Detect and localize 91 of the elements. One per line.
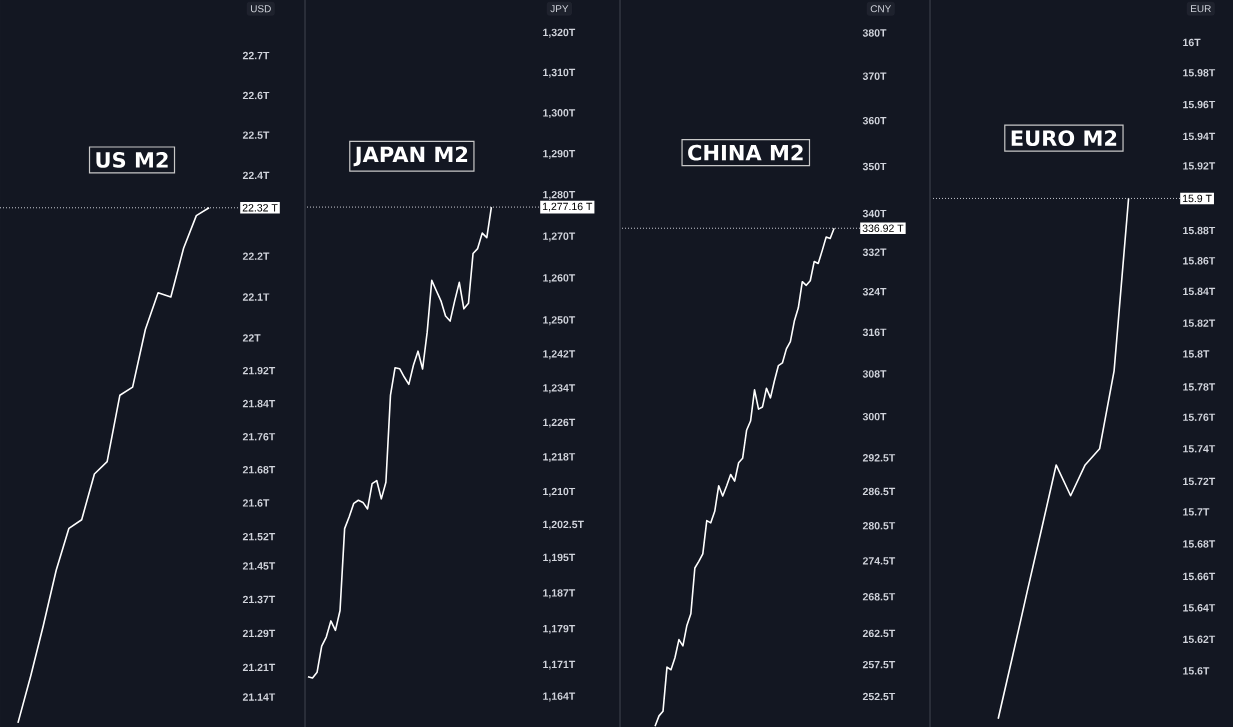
y-tick-label: 21.6T bbox=[242, 499, 270, 507]
y-tick-label: 1,310T bbox=[543, 68, 576, 78]
y-tick-label: 286.5T bbox=[862, 487, 896, 496]
y-tick-label: 340T bbox=[862, 209, 887, 218]
y-tick-label: 1,202.5T bbox=[543, 520, 584, 530]
y-tick-label: 15.66T bbox=[1183, 572, 1216, 581]
y-tick-label: 268.5T bbox=[862, 593, 896, 601]
text: CHINA M2 bbox=[688, 144, 803, 161]
y-tick-label: 15.64T bbox=[1183, 604, 1216, 612]
y-tick-label: 15.76T bbox=[1183, 413, 1216, 421]
y-tick-label: 22.5T bbox=[242, 131, 270, 139]
y-tick-label: 15.62T bbox=[1183, 635, 1216, 644]
y-tick-label: 15.7T bbox=[1183, 508, 1210, 516]
y-axis-title: EUR bbox=[1191, 5, 1211, 13]
y-tick-label: 15.92T bbox=[1183, 162, 1216, 170]
y-tick-label: 15.78T bbox=[1183, 383, 1216, 391]
y-tick-label: 360T bbox=[862, 116, 887, 125]
ref-line-label: 1,277.16 T bbox=[543, 202, 593, 212]
y-tick-label: 257.5T bbox=[862, 660, 896, 669]
text: JAPAN M2 bbox=[353, 146, 468, 167]
y-tick-label: 1,164T bbox=[543, 692, 576, 702]
y-tick-label: 21.84T bbox=[242, 399, 276, 408]
y-tick-label: 21.14T bbox=[242, 693, 276, 701]
y-tick-label: 274.5T bbox=[862, 557, 896, 565]
y-tick-label: 21.21T bbox=[242, 663, 276, 671]
ref-line-label: 336.92 T bbox=[862, 224, 904, 232]
y-tick-label: 15.72T bbox=[1183, 477, 1216, 486]
y-tick-label: 15.94T bbox=[1183, 132, 1216, 141]
y-tick-label: 1,226T bbox=[543, 418, 576, 428]
y-tick-label: 1,179T bbox=[543, 624, 576, 634]
y-tick-label: 1,290T bbox=[543, 149, 576, 159]
y-tick-label: 21.29T bbox=[242, 629, 276, 638]
y-tick-label: 332T bbox=[862, 248, 887, 256]
y-tick-label: 15.84T bbox=[1183, 287, 1216, 296]
y-tick-label: 308T bbox=[862, 370, 887, 378]
y-tick-label: 15.96T bbox=[1183, 100, 1216, 109]
y-tick-label: 370T bbox=[862, 72, 887, 80]
ref-line-label: 15.9 T bbox=[1183, 194, 1212, 203]
y-tick-label: 22.1T bbox=[242, 293, 270, 301]
y-tick-label: 21.37T bbox=[242, 595, 276, 604]
y-tick-label: 1,320T bbox=[543, 28, 576, 38]
text: US M2 bbox=[96, 151, 168, 168]
y-tick-label: 21.76T bbox=[242, 433, 276, 441]
y-tick-label: 16T bbox=[1183, 38, 1201, 47]
y-tick-label: 380T bbox=[862, 29, 887, 37]
y-tick-label: 1,300T bbox=[543, 109, 576, 119]
y-tick-label: 15.98T bbox=[1183, 69, 1216, 77]
y-tick-label: 15.68T bbox=[1183, 540, 1216, 548]
y-tick-label: 350T bbox=[862, 162, 887, 171]
y-tick-label: 1,234T bbox=[543, 384, 576, 394]
y-tick-label: 22.6T bbox=[242, 91, 270, 100]
y-tick-label: 21.45T bbox=[242, 562, 276, 570]
y-tick-label: 15.82T bbox=[1183, 319, 1216, 327]
y-tick-label: 1,171T bbox=[543, 660, 576, 670]
y-tick-label: 1,195T bbox=[543, 553, 576, 563]
y-tick-label: 21.92T bbox=[242, 366, 276, 375]
y-tick-label: 22.7T bbox=[242, 51, 270, 60]
y-tick-label: 1,187T bbox=[543, 589, 576, 599]
y-tick-label: 22.2T bbox=[242, 252, 270, 260]
y-tick-label: 316T bbox=[862, 328, 887, 337]
text: EURO M2 bbox=[1011, 130, 1117, 147]
y-tick-label: 300T bbox=[862, 412, 887, 421]
y-tick-label: 280.5T bbox=[862, 522, 896, 530]
y-tick-label: 15.86T bbox=[1183, 257, 1216, 265]
y-axis-title: JPY bbox=[550, 5, 569, 13]
y-tick-label: 1,280T bbox=[543, 190, 576, 200]
y-tick-label: 1,270T bbox=[543, 232, 576, 242]
y-axis-title: USD bbox=[250, 5, 271, 13]
y-tick-label: 15.6T bbox=[1183, 667, 1210, 675]
y-tick-label: 21.68T bbox=[242, 466, 276, 474]
y-axis-title: CNY bbox=[870, 5, 892, 13]
y-tick-label: 1,260T bbox=[543, 274, 576, 284]
line-series bbox=[307, 206, 493, 679]
y-tick-label: 15.8T bbox=[1183, 350, 1210, 358]
y-tick-label: 21.52T bbox=[242, 532, 276, 541]
y-tick-label: 15.74T bbox=[1183, 445, 1216, 453]
y-tick-label: 324T bbox=[862, 287, 887, 296]
y-tick-label: 1,218T bbox=[543, 453, 576, 463]
y-tick-label: 292.5T bbox=[862, 454, 896, 462]
y-tick-label: 22T bbox=[242, 334, 261, 342]
line-series bbox=[17, 206, 210, 724]
y-tick-label: 15.88T bbox=[1183, 226, 1216, 235]
ref-line-label: 22.32 T bbox=[242, 204, 278, 212]
y-tick-label: 252.5T bbox=[862, 692, 896, 701]
y-tick-label: 1,210T bbox=[543, 487, 576, 497]
y-tick-label: 262.5T bbox=[862, 629, 896, 638]
line-series bbox=[997, 197, 1130, 720]
y-tick-label: 1,250T bbox=[543, 316, 576, 326]
y-tick-label: 22.4T bbox=[242, 171, 270, 179]
line-series bbox=[654, 227, 835, 727]
y-tick-label: 1,242T bbox=[543, 350, 576, 360]
